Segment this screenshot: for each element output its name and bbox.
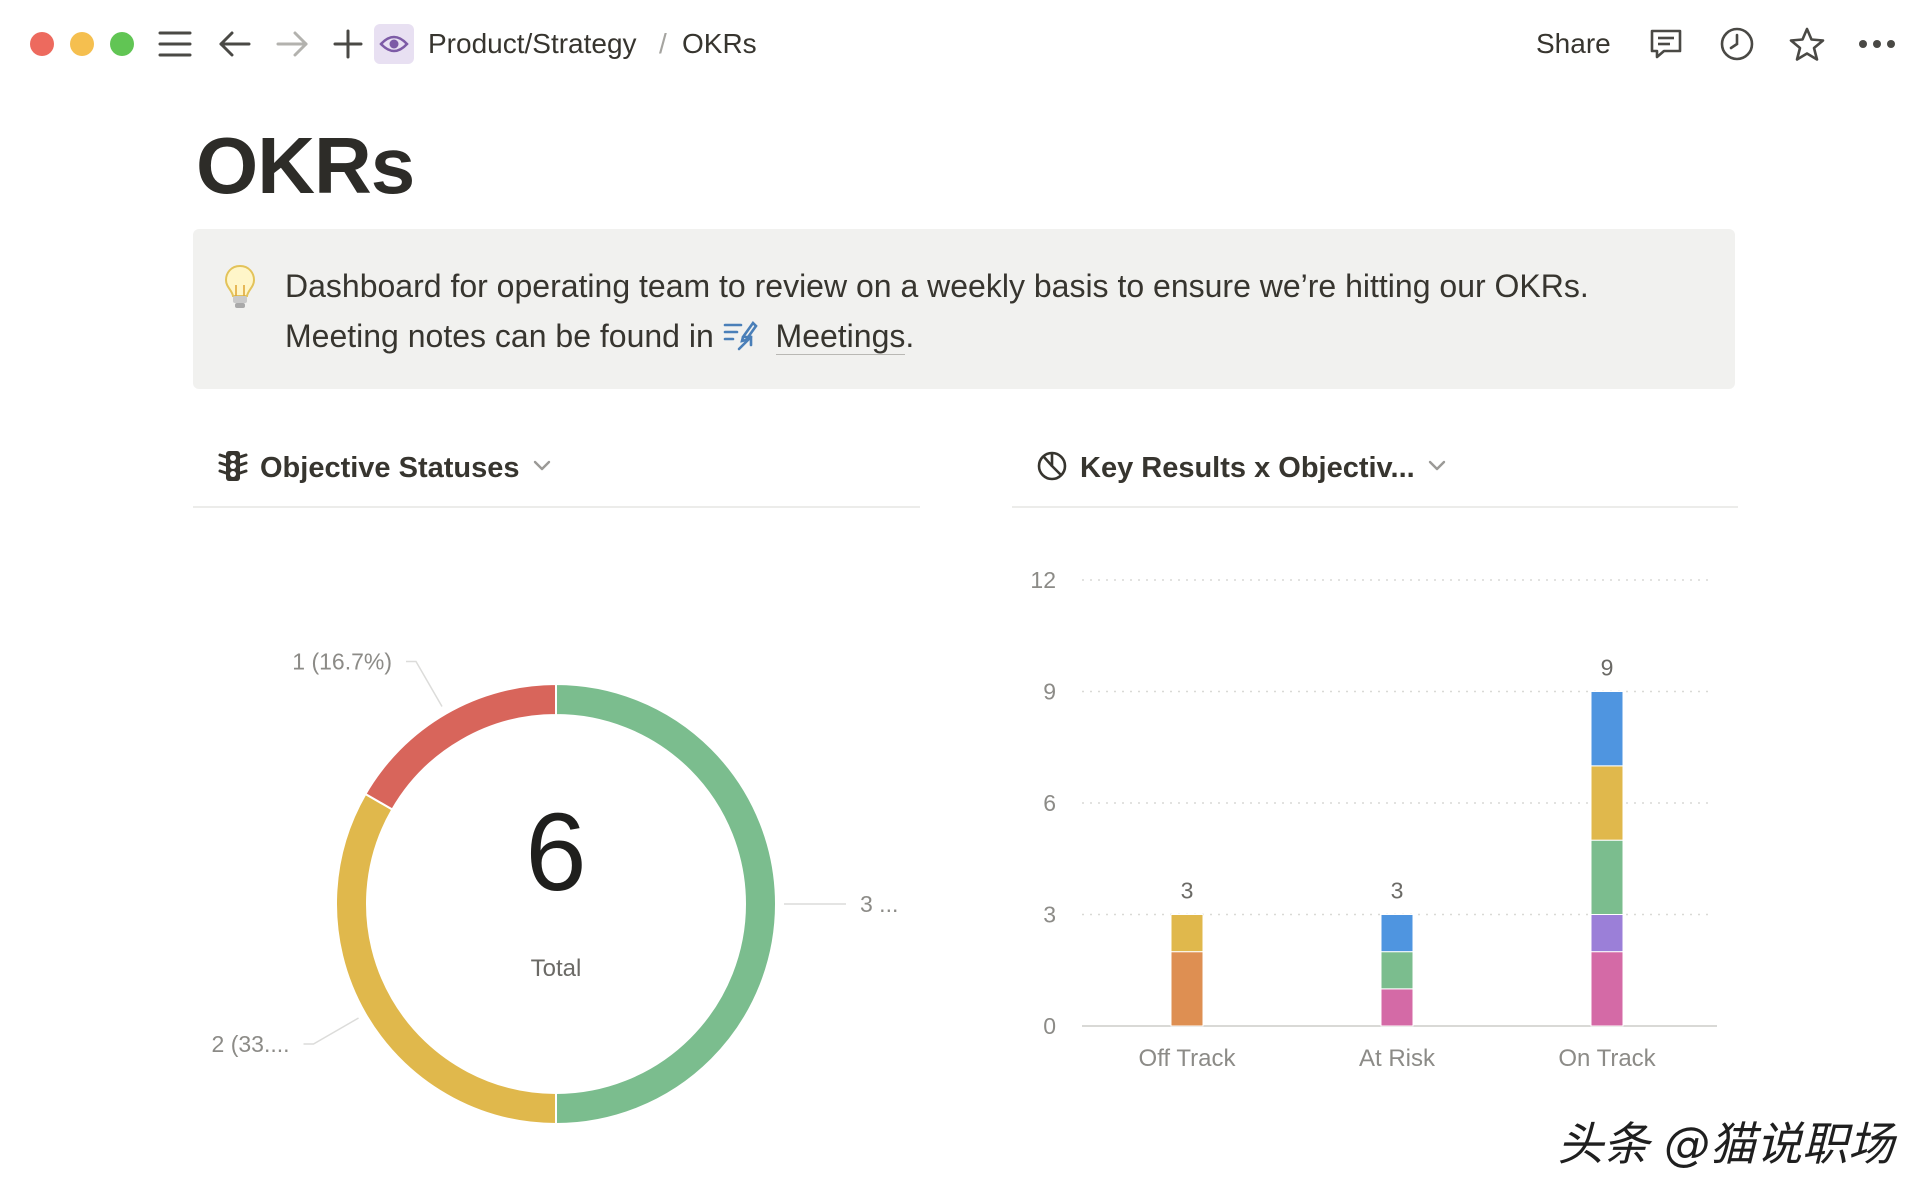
pie-chart-icon xyxy=(1036,450,1068,487)
bar-segment[interactable] xyxy=(1170,914,1204,953)
bar-total-label: 9 xyxy=(1601,655,1614,681)
callout-line-2: Meeting notes can be found in Meetings. xyxy=(285,311,1705,365)
bar-segment[interactable] xyxy=(1590,765,1624,841)
breadcrumb-separator: / xyxy=(659,28,667,59)
watermark: 头条 @猫说职场 xyxy=(1557,1117,1894,1171)
key-results-title: Key Results x Objectiv... xyxy=(1080,451,1415,484)
meetings-icon[interactable] xyxy=(723,315,759,365)
y-tick-label: 9 xyxy=(1043,679,1056,705)
window-minimize-button[interactable] xyxy=(70,32,94,56)
objective-statuses-donut-chart[interactable]: 3 ... 2 (33.... 1 (16.7%) 6 Total xyxy=(193,640,920,1140)
more-icon[interactable] xyxy=(1857,24,1897,64)
arrow-right-icon[interactable] xyxy=(272,24,312,64)
chevron-down-icon[interactable] xyxy=(532,459,552,478)
bar-segment[interactable] xyxy=(1590,691,1624,767)
donut-center-label: Total xyxy=(531,955,582,982)
callout-line-2-suffix: . xyxy=(905,318,915,354)
bar-total-label: 3 xyxy=(1391,878,1404,904)
right-panel-divider xyxy=(1012,506,1738,508)
donut-slice-label: 1 (16.7%) xyxy=(292,649,392,675)
bar-segment[interactable] xyxy=(1380,951,1414,990)
donut-slice[interactable] xyxy=(335,792,557,1126)
callout-line-1: Dashboard for operating team to review o… xyxy=(285,268,1589,304)
x-tick-label: At Risk xyxy=(1359,1045,1436,1072)
objective-statuses-title: Objective Statuses xyxy=(260,451,520,484)
donut-slice[interactable] xyxy=(364,682,557,811)
donut-slice-label: 2 (33.... xyxy=(212,1031,290,1057)
window-close-button[interactable] xyxy=(30,32,54,56)
eye-icon[interactable] xyxy=(374,24,414,64)
clock-icon[interactable] xyxy=(1717,24,1757,64)
y-tick-label: 12 xyxy=(1030,567,1056,593)
left-panel-divider xyxy=(193,506,920,508)
page-title[interactable]: OKRs xyxy=(196,121,415,210)
y-tick-label: 3 xyxy=(1043,902,1056,928)
donut-slice-label: 3 ... xyxy=(860,891,898,917)
top-bar: Product/Strategy / OKRs Share xyxy=(0,0,1920,88)
meetings-link[interactable]: Meetings xyxy=(775,318,906,355)
star-icon[interactable] xyxy=(1787,24,1827,64)
breadcrumb-parent[interactable]: Product/Strategy xyxy=(428,28,637,59)
callout-line-2-prefix: Meeting notes can be found in xyxy=(285,318,723,354)
bar-segment[interactable] xyxy=(1380,988,1414,1027)
breadcrumb-current[interactable]: OKRs xyxy=(682,28,757,59)
lightbulb-icon xyxy=(223,263,257,318)
x-tick-label: Off Track xyxy=(1139,1045,1237,1072)
arrow-left-icon[interactable] xyxy=(215,24,255,64)
plus-icon[interactable] xyxy=(328,24,368,64)
bar-segment[interactable] xyxy=(1590,951,1624,1027)
x-tick-label: On Track xyxy=(1558,1045,1656,1072)
bar-segment[interactable] xyxy=(1170,951,1204,1027)
share-button[interactable]: Share xyxy=(1536,28,1611,59)
donut-leader-line xyxy=(406,660,443,707)
donut-center-value: 6 xyxy=(525,791,586,914)
y-tick-label: 0 xyxy=(1043,1013,1056,1039)
callout-text: Dashboard for operating team to review o… xyxy=(285,261,1705,365)
key-results-header[interactable]: Key Results x Objectiv... xyxy=(1036,440,1447,496)
key-results-bar-chart[interactable]: 0 3 6 9 12 3 Off Track 3 At Risk 9 On Track xyxy=(1012,540,1738,1090)
objective-statuses-header[interactable]: Objective Statuses xyxy=(218,440,552,496)
bar-segment[interactable] xyxy=(1380,914,1414,953)
hamburger-icon[interactable] xyxy=(155,24,195,64)
donut-slice[interactable] xyxy=(555,682,777,1126)
bar-segment[interactable] xyxy=(1590,839,1624,915)
bar-segment[interactable] xyxy=(1590,914,1624,953)
comment-icon[interactable] xyxy=(1646,24,1686,64)
bar-total-label: 3 xyxy=(1181,878,1194,904)
callout-block[interactable]: Dashboard for operating team to review o… xyxy=(193,229,1735,389)
window-zoom-button[interactable] xyxy=(110,32,134,56)
y-tick-label: 6 xyxy=(1043,790,1056,816)
chevron-down-icon[interactable] xyxy=(1427,459,1447,478)
traffic-light-icon xyxy=(218,449,248,488)
donut-leader-line xyxy=(303,1017,359,1045)
